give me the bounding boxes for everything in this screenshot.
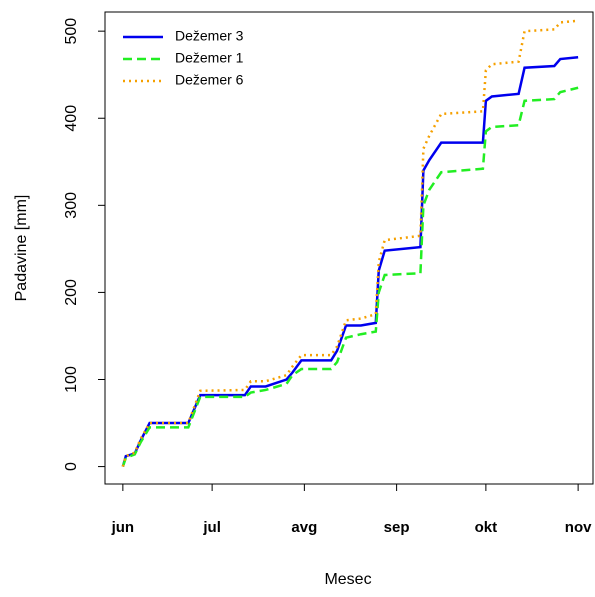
x-tick-label: avg	[291, 519, 317, 536]
data-line	[121, 19, 579, 467]
legend-label: Dežemer 6	[175, 72, 244, 88]
x-tick-label: jul	[202, 519, 221, 536]
y-axis-title: Padavine [mm]	[13, 195, 30, 302]
legend-label: Dežemer 3	[175, 28, 244, 44]
plot-frame	[104, 11, 594, 485]
y-tick-label: 0	[63, 462, 80, 471]
y-tick-label: 500	[63, 18, 80, 45]
data-line	[121, 56, 579, 467]
y-tick-label: 200	[63, 279, 80, 306]
legend-label: Dežemer 1	[175, 50, 244, 66]
data-line	[121, 86, 579, 467]
y-tick-label: 100	[63, 366, 80, 393]
x-tick-label: nov	[565, 519, 592, 536]
y-tick-label: 300	[63, 192, 80, 219]
x-tick-label: sep	[384, 519, 410, 536]
x-tick-label: jun	[111, 519, 135, 536]
x-tick-label: okt	[475, 519, 498, 536]
y-tick-label: 400	[63, 105, 80, 132]
x-axis-title: Mesec	[324, 571, 371, 588]
